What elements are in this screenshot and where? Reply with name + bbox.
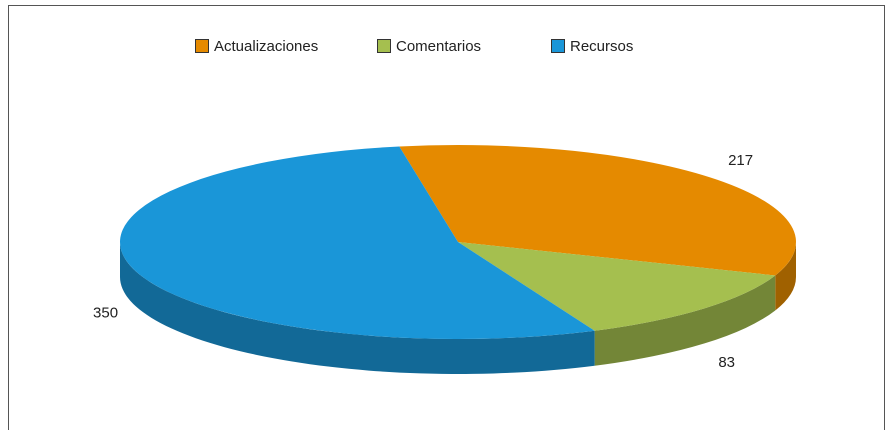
pie-side: [775, 242, 796, 311]
data-label: 217: [728, 152, 753, 169]
pie-side: [594, 275, 776, 366]
legend-label: Recursos: [570, 38, 633, 55]
legend-label: Actualizaciones: [214, 38, 318, 55]
data-label: 83: [718, 354, 735, 371]
pie-slice: [399, 145, 796, 276]
legend-swatch: [377, 39, 391, 53]
legend-swatch: [195, 39, 209, 53]
pie-slice: [119, 146, 595, 339]
legend-label: Comentarios: [396, 38, 481, 55]
legend-swatch: [551, 39, 565, 53]
data-label: 350: [93, 305, 118, 322]
pie-slice: [458, 242, 776, 331]
pie-side: [120, 242, 595, 374]
